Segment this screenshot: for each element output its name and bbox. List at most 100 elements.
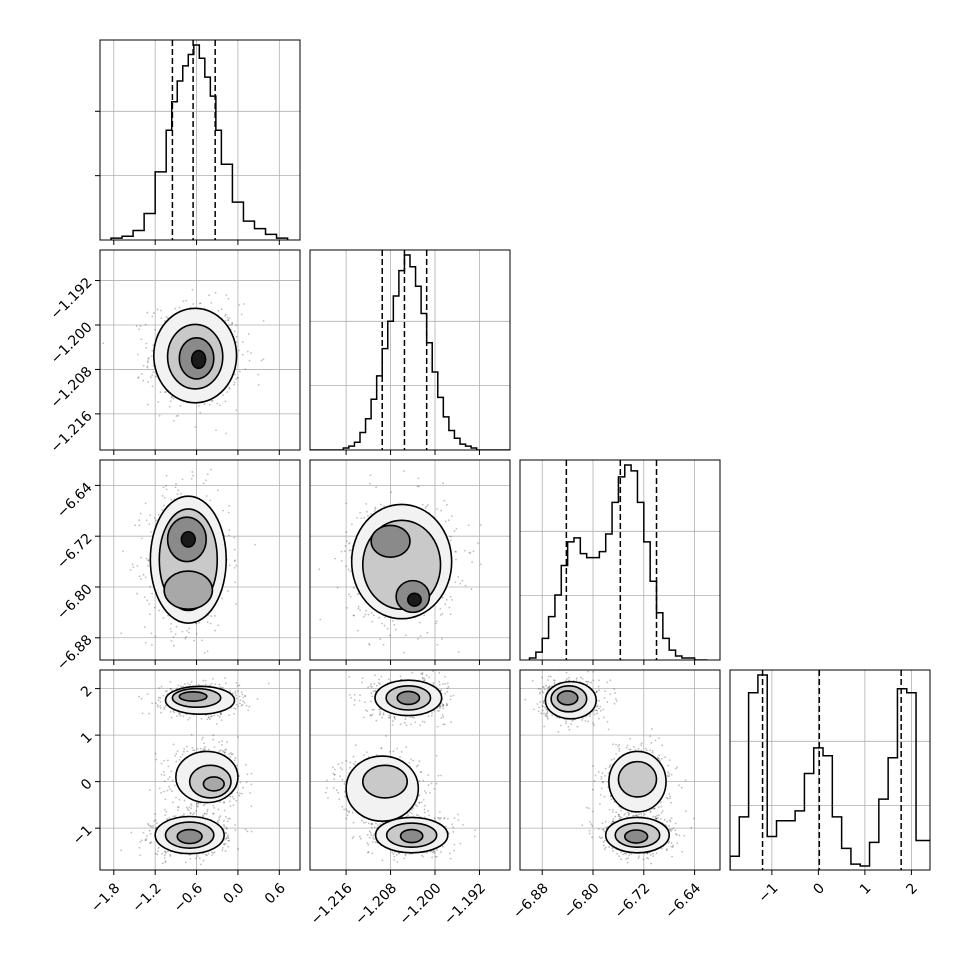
scatter-point [162, 694, 165, 697]
scatter-point [195, 809, 197, 812]
scatter-point [219, 712, 222, 715]
scatter-point [246, 830, 249, 833]
scatter-point [156, 853, 159, 856]
scatter-point [442, 596, 444, 599]
y-tick-label: 2 [78, 683, 96, 701]
scatter-point [153, 820, 156, 823]
scatter-point [378, 682, 380, 685]
scatter-point [218, 816, 221, 819]
scatter-point [181, 753, 184, 756]
scatter-point [224, 315, 227, 317]
contour [190, 349, 207, 370]
scatter-point [151, 385, 154, 388]
scatter-point [451, 598, 454, 601]
scatter-point [157, 513, 160, 516]
scatter-point [202, 482, 205, 485]
scatter-point [149, 825, 151, 827]
scatter-point [228, 753, 231, 755]
scatter-point [213, 714, 216, 717]
scatter-point [193, 812, 196, 814]
scatter-point [440, 638, 443, 640]
scatter-point [359, 694, 361, 696]
scatter-point [148, 829, 151, 832]
scatter-point [177, 806, 180, 809]
scatter-point [191, 471, 194, 473]
scatter-point [346, 606, 349, 609]
scatter-point [222, 824, 225, 826]
panel-2-1 [309, 459, 511, 665]
y-tick-label: 1 [78, 729, 96, 747]
scatter-point [224, 842, 227, 845]
scatter-point [421, 665, 423, 667]
scatter-point [386, 627, 389, 630]
scatter-point [163, 774, 166, 777]
scatter-point [240, 313, 243, 316]
scatter-point [438, 671, 441, 674]
scatter-point [381, 622, 383, 625]
scatter-point [219, 713, 222, 716]
scatter-point [209, 499, 212, 502]
scatter-point [384, 616, 386, 619]
scatter-point [399, 675, 402, 678]
scatter-point [236, 377, 239, 379]
scatter-point [219, 749, 222, 752]
scatter-point [442, 715, 445, 718]
scatter-point [227, 319, 229, 321]
scatter-point [212, 738, 215, 741]
panel-frame [99, 249, 301, 451]
scatter-point [158, 787, 161, 790]
scatter-point [349, 570, 352, 573]
scatter-point [237, 705, 239, 708]
scatter-point [197, 683, 200, 686]
scatter-point [227, 837, 230, 840]
scatter-point [249, 791, 252, 794]
scatter-point [210, 399, 213, 402]
scatter-point [248, 359, 251, 362]
scatter-point [142, 379, 145, 382]
scatter-point [403, 721, 406, 724]
scatter-point [157, 696, 160, 699]
scatter-point [196, 747, 199, 750]
y-tick-label: −6.72 [54, 531, 96, 573]
scatter-point [217, 714, 219, 717]
scatter-point [370, 513, 373, 515]
scatter-point [189, 683, 192, 686]
scatter-point [230, 753, 233, 756]
scatter-point [225, 748, 228, 751]
scatter-point [348, 542, 350, 545]
scatter-point [262, 358, 265, 361]
scatter-point [233, 536, 236, 539]
scatter-point [234, 757, 237, 759]
scatter-point [426, 631, 429, 634]
scatter-point [420, 672, 423, 675]
scatter-point [243, 694, 246, 697]
scatter-point [211, 854, 213, 856]
scatter-point [436, 709, 439, 712]
scatter-point [250, 830, 253, 833]
scatter-point [137, 377, 139, 380]
scatter-point [235, 409, 238, 412]
scatter-point [455, 558, 457, 561]
scatter-point [147, 822, 149, 825]
scatter-point [444, 683, 447, 685]
scatter-point [361, 677, 364, 680]
scatter-point [203, 803, 206, 806]
scatter-point [360, 517, 363, 520]
panel-frame [519, 459, 721, 661]
scatter-point [262, 319, 265, 322]
scatter-point [190, 807, 193, 810]
scatter-point [212, 812, 215, 815]
scatter-point [169, 853, 171, 856]
histogram [528, 464, 708, 660]
scatter-point [237, 736, 239, 739]
scatter-point [143, 626, 146, 628]
scatter-point [164, 808, 166, 811]
scatter-point [217, 489, 219, 492]
scatter-point [157, 699, 160, 701]
scatter-point [165, 488, 168, 491]
scatter-point [221, 846, 224, 849]
scatter-point [228, 386, 231, 389]
contour [180, 530, 196, 548]
scatter-point [169, 788, 172, 791]
scatter-point [223, 843, 226, 846]
